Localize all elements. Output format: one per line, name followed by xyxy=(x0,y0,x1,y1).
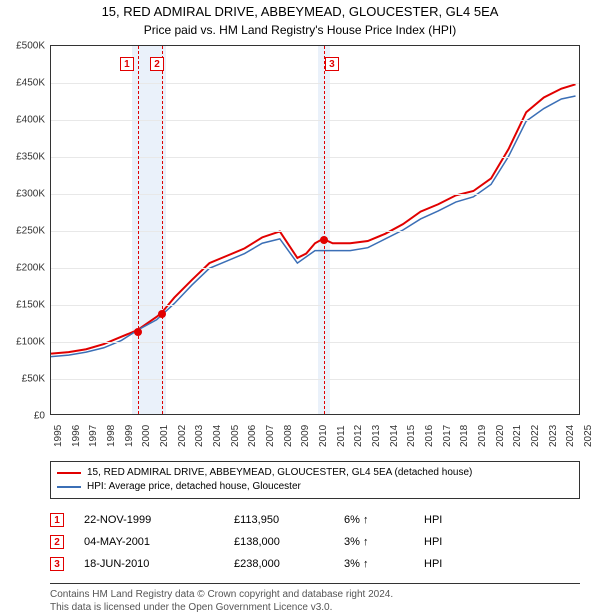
x-tick-label: 2017 xyxy=(442,425,453,447)
sale-vline xyxy=(138,46,139,414)
sales-date: 04-MAY-2001 xyxy=(84,536,234,548)
gridline-h xyxy=(51,231,579,232)
legend-label: HPI: Average price, detached house, Glou… xyxy=(87,480,301,494)
x-tick-label: 2018 xyxy=(459,425,470,447)
sales-delta: 6% ↑ xyxy=(344,514,424,526)
gridline-h xyxy=(51,342,579,343)
x-tick-label: 2016 xyxy=(424,425,435,447)
x-tick-label: 2013 xyxy=(371,425,382,447)
x-tick-label: 2000 xyxy=(141,425,152,447)
sales-vs: HPI xyxy=(424,536,464,548)
sales-marker: 1 xyxy=(50,513,64,527)
x-tick-label: 2014 xyxy=(389,425,400,447)
sales-delta: 3% ↑ xyxy=(344,558,424,570)
legend-label: 15, RED ADMIRAL DRIVE, ABBEYMEAD, GLOUCE… xyxy=(87,466,472,480)
sale-dot xyxy=(320,236,328,244)
x-tick-label: 1997 xyxy=(88,425,99,447)
x-tick-label: 2012 xyxy=(353,425,364,447)
gridline-h xyxy=(51,83,579,84)
y-tick-label: £450K xyxy=(16,77,45,88)
y-tick-label: £50K xyxy=(22,373,45,384)
x-tick-label: 2005 xyxy=(230,425,241,447)
x-tick-label: 2022 xyxy=(530,425,541,447)
chart-plot-area: £0£50K£100K£150K£200K£250K£300K£350K£400… xyxy=(50,45,580,415)
sales-price: £113,950 xyxy=(234,514,344,526)
series-line xyxy=(51,96,576,357)
sales-marker: 3 xyxy=(50,557,64,571)
chart-title-line1: 15, RED ADMIRAL DRIVE, ABBEYMEAD, GLOUCE… xyxy=(0,4,600,21)
y-tick-label: £150K xyxy=(16,299,45,310)
y-tick-label: £250K xyxy=(16,225,45,236)
sale-vline xyxy=(162,46,163,414)
gridline-h xyxy=(51,305,579,306)
sales-row: 2 04-MAY-2001£138,0003% ↑HPI xyxy=(50,531,580,553)
y-tick-label: £500K xyxy=(16,40,45,51)
y-tick-label: £0 xyxy=(34,410,45,421)
x-tick-label: 1995 xyxy=(53,425,64,447)
sales-table: 122-NOV-1999£113,9506% ↑HPI204-MAY-2001£… xyxy=(50,509,580,575)
sale-vline xyxy=(324,46,325,414)
legend-item: 15, RED ADMIRAL DRIVE, ABBEYMEAD, GLOUCE… xyxy=(57,466,573,480)
x-tick-label: 1998 xyxy=(106,425,117,447)
x-axis-labels: 1995 1996 1997 1998 1999 2000 2001 2002 2003 2004… xyxy=(50,415,580,455)
x-tick-label: 2004 xyxy=(212,425,223,447)
legend-item: HPI: Average price, detached house, Glou… xyxy=(57,480,573,494)
x-tick-label: 2009 xyxy=(300,425,311,447)
legend-swatch xyxy=(57,472,81,474)
x-tick-label: 2011 xyxy=(336,425,347,447)
sales-vs: HPI xyxy=(424,558,464,570)
x-tick-label: 2021 xyxy=(512,425,523,447)
x-tick-label: 2015 xyxy=(406,425,417,447)
x-tick-label: 2007 xyxy=(265,425,276,447)
sale-marker-box: 2 xyxy=(150,57,164,71)
sales-delta: 3% ↑ xyxy=(344,536,424,548)
y-tick-label: £400K xyxy=(16,114,45,125)
gridline-h xyxy=(51,120,579,121)
gridline-h xyxy=(51,157,579,158)
gridline-h xyxy=(51,194,579,195)
sales-row: 3 18-JUN-2010£238,0003% ↑HPI xyxy=(50,553,580,575)
y-tick-label: £300K xyxy=(16,188,45,199)
x-tick-label: 2024 xyxy=(565,425,576,447)
sales-vs: HPI xyxy=(424,514,464,526)
sales-date: 22-NOV-1999 xyxy=(84,514,234,526)
x-tick-label: 2019 xyxy=(477,425,488,447)
y-tick-label: £200K xyxy=(16,262,45,273)
chart-title-line2: Price paid vs. HM Land Registry's House … xyxy=(0,23,600,37)
x-tick-label: 2003 xyxy=(194,425,205,447)
sale-dot xyxy=(134,328,142,336)
sales-row: 1 22-NOV-1999£113,9506% ↑HPI xyxy=(50,509,580,531)
x-tick-label: 2008 xyxy=(283,425,294,447)
x-tick-label: 2023 xyxy=(548,425,559,447)
sale-marker-box: 1 xyxy=(120,57,134,71)
x-tick-label: 2001 xyxy=(159,425,170,447)
sale-dot xyxy=(158,310,166,318)
x-tick-label: 1996 xyxy=(71,425,82,447)
sale-marker-box: 3 xyxy=(325,57,339,71)
sales-date: 18-JUN-2010 xyxy=(84,558,234,570)
gridline-h xyxy=(51,268,579,269)
legend-box: 15, RED ADMIRAL DRIVE, ABBEYMEAD, GLOUCE… xyxy=(50,461,580,499)
footer-attribution: Contains HM Land Registry data © Crown c… xyxy=(50,583,580,614)
y-tick-label: £100K xyxy=(16,336,45,347)
legend-swatch xyxy=(57,486,81,488)
x-tick-label: 2002 xyxy=(177,425,188,447)
sales-marker: 2 xyxy=(50,535,64,549)
footer-line2: This data is licensed under the Open Gov… xyxy=(50,601,580,614)
x-tick-label: 2025 xyxy=(583,425,594,447)
x-tick-label: 2020 xyxy=(495,425,506,447)
gridline-h xyxy=(51,379,579,380)
x-tick-label: 2006 xyxy=(247,425,258,447)
sales-price: £138,000 xyxy=(234,536,344,548)
y-tick-label: £350K xyxy=(16,151,45,162)
x-tick-label: 2010 xyxy=(318,425,329,447)
series-line xyxy=(51,84,576,353)
sales-price: £238,000 xyxy=(234,558,344,570)
x-tick-label: 1999 xyxy=(124,425,135,447)
chart-lines-svg xyxy=(51,46,579,414)
